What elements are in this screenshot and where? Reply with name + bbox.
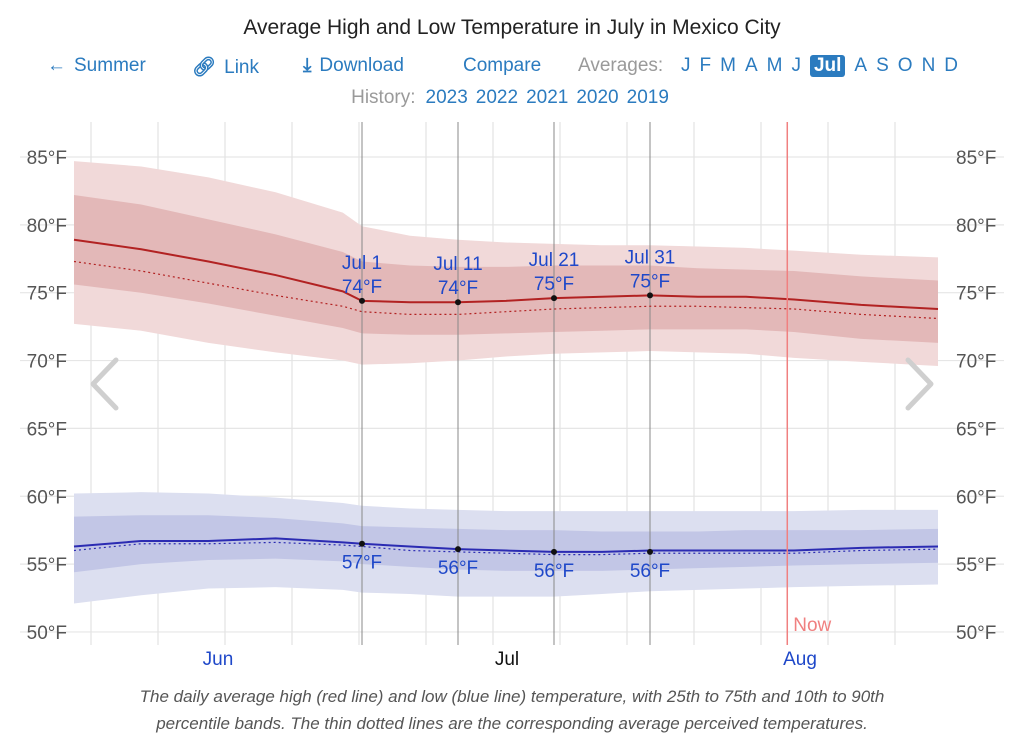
low-data-point[interactable] [359,540,365,547]
annotation-high-label: 75°F [630,271,670,292]
now-label: Now [793,615,831,636]
history-year-link[interactable]: 2021 [526,87,569,108]
high-data-point[interactable] [455,299,461,306]
month-link[interactable]: M [720,55,736,76]
month-link[interactable]: M [766,55,783,76]
month-link[interactable]: A [854,55,868,76]
y-tick-label-left: 70°F [27,352,67,373]
month-selector: J F M A M J Jul A S O N D [681,55,967,77]
history-year-link[interactable]: 2022 [475,87,519,108]
annotation-date-label: Jul 31 [625,247,676,268]
low-band-25-75 [74,515,938,573]
y-tick-label-left: 60°F [27,487,67,508]
average-high-line [73,238,939,310]
annotation-low-label: 56°F [630,561,670,582]
compare-label: Compare [463,55,542,76]
month-link[interactable]: F [699,55,712,76]
month-link[interactable]: D [944,55,959,76]
low-data-point[interactable] [551,548,557,555]
back-summer-label: Summer [74,55,146,76]
chevron-left-icon[interactable] [90,357,119,411]
y-tick-label-right: 65°F [956,419,996,440]
y-tick-label-right: 55°F [956,555,996,576]
link-button[interactable]: 🔗︎ Link [192,55,259,79]
month-link[interactable]: A [744,55,758,76]
y-tick-label-right: 50°F [956,623,996,644]
download-icon: ⤓ [303,55,312,76]
y-tick-label-left: 80°F [27,216,67,237]
annotation-date-label: Jul 1 [342,253,382,274]
chevron-right-icon[interactable] [905,357,934,411]
back-summer-link[interactable]: ← Summer [47,55,146,77]
caption-line-2: percentile bands. The thin dotted lines … [156,714,868,733]
high-band-25-75 [74,194,938,343]
high-data-point[interactable] [647,292,653,299]
y-tick-label-right: 60°F [956,487,996,508]
annotation-date-label: Jul 11 [433,254,482,275]
month-link[interactable]: N [921,55,936,76]
annotation-low-label: 56°F [438,558,478,579]
arrow-left-icon: ← [47,55,66,76]
y-tick-label-left: 65°F [27,419,67,440]
y-tick-label-right: 85°F [956,148,996,169]
month-link-active[interactable]: Jul [809,55,846,77]
link-icon: 🔗︎ [192,57,217,78]
y-tick-label-right: 80°F [956,216,996,237]
average-low-line [73,537,939,553]
compare-button[interactable]: Compare [463,55,541,77]
y-tick-label-left: 75°F [27,284,67,305]
history-bar: History: 2023 2022 2021 2020 2019 [0,87,1024,109]
chart-title: Average High and Low Temperature in July… [243,16,781,39]
history-label: History: [351,87,416,108]
history-year-link[interactable]: 2023 [425,87,468,108]
month-link[interactable]: J [681,55,691,76]
month-link[interactable]: J [791,55,801,76]
high-data-point[interactable] [551,295,557,302]
history-year-link[interactable]: 2020 [576,87,619,108]
temperature-chart: 50°F 50°F 55°F 55°F 60°F 60°F 65°F 65°F 70°F 70°F… [20,122,1004,670]
annotation-high-label: 74°F [342,277,382,298]
y-tick-label-left: 55°F [27,555,67,576]
x-month-label: Jul [495,649,519,670]
annotation-date-label: Jul 21 [529,250,580,271]
annotation-high-label: 74°F [438,278,478,299]
y-tick-label-left: 85°F [27,148,67,169]
chart-caption: The daily average high (red line) and lo… [0,683,1024,737]
annotation-low-label: 57°F [342,553,382,574]
y-tick-label-right: 75°F [956,284,996,305]
high-perceived-line [73,260,939,320]
low-data-point[interactable] [455,546,461,553]
averages-label: Averages: [578,55,664,76]
link-label: Link [224,57,259,78]
annotation-low-label: 56°F [534,561,574,582]
caption-line-1: The daily average high (red line) and lo… [139,687,885,706]
month-link[interactable]: O [897,55,913,76]
download-button[interactable]: ⤓ Download [303,55,404,77]
x-month-label[interactable]: Jun [203,649,234,670]
toolbar: ← Summer 🔗︎ Link ⤓ Download Compare Average… [0,55,1024,81]
download-label: Download [319,55,404,76]
x-month-label[interactable]: Aug [783,649,817,670]
low-data-point[interactable] [647,548,653,555]
y-tick-label-left: 50°F [27,623,67,644]
annotation-high-label: 75°F [534,274,574,295]
month-link[interactable]: S [876,55,889,76]
history-year-link[interactable]: 2019 [626,87,669,108]
y-tick-label-right: 70°F [956,352,996,373]
high-data-point[interactable] [359,297,365,304]
